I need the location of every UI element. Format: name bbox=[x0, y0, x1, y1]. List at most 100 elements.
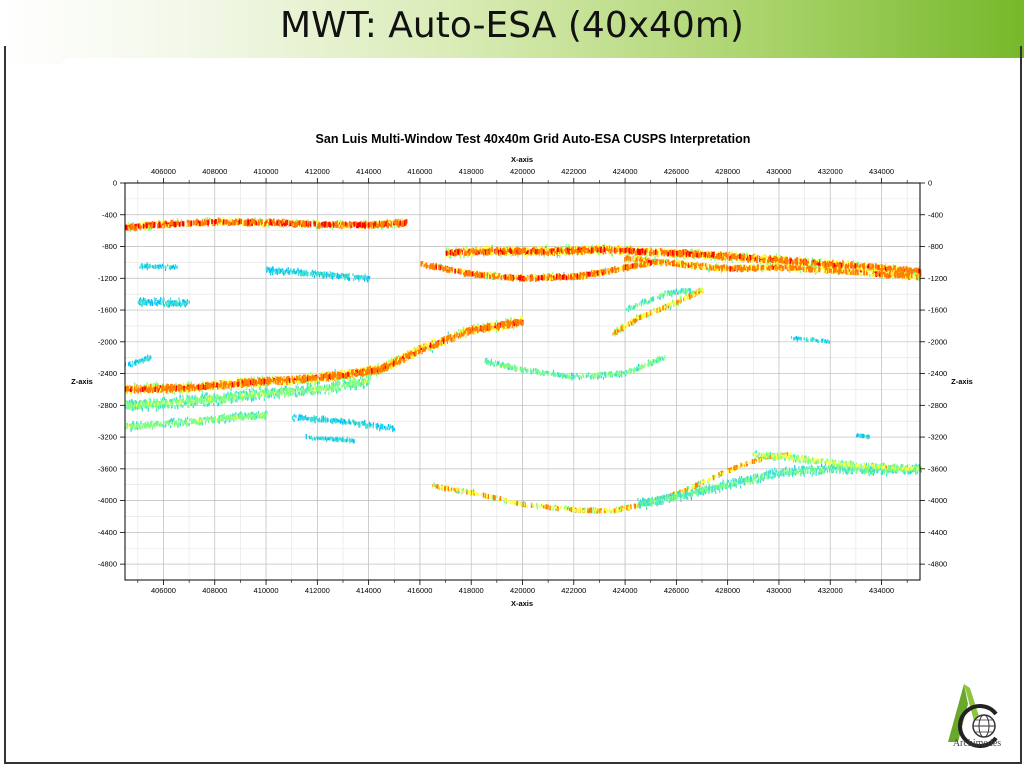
cusp-point bbox=[760, 265, 763, 271]
cusp-point bbox=[733, 264, 735, 268]
cusp-point bbox=[709, 254, 711, 258]
cusp-point bbox=[523, 247, 526, 253]
cusp-point bbox=[301, 221, 304, 227]
cusp-point bbox=[747, 255, 749, 259]
cusp-point bbox=[659, 259, 661, 265]
x-axis-label-bottom: X-axis bbox=[511, 599, 533, 608]
cusp-point bbox=[317, 224, 319, 228]
cusp-point bbox=[850, 270, 852, 275]
cusp-point bbox=[447, 247, 449, 251]
cusp-point bbox=[497, 249, 500, 255]
cusp-point bbox=[888, 269, 890, 273]
cusp-point bbox=[888, 265, 890, 271]
cusp-point bbox=[774, 257, 777, 263]
cusp-point bbox=[828, 268, 831, 274]
cusp-point bbox=[602, 245, 604, 249]
cusp-point bbox=[512, 247, 514, 251]
cusp-point bbox=[602, 249, 604, 253]
cusp-point bbox=[791, 265, 794, 271]
cusp-point bbox=[455, 252, 457, 256]
cusp-point bbox=[290, 221, 292, 227]
cusp-point bbox=[585, 275, 587, 279]
cusp-point bbox=[701, 264, 703, 268]
cusp-point bbox=[593, 246, 595, 250]
cusp-point bbox=[288, 220, 291, 226]
cusp-point bbox=[393, 220, 395, 224]
cusp-point bbox=[465, 248, 467, 252]
cusp-point bbox=[661, 263, 663, 267]
cusp-point bbox=[853, 260, 855, 263]
cusp-point bbox=[529, 277, 532, 282]
cusp-point bbox=[291, 270, 293, 274]
cusp-point bbox=[597, 244, 599, 248]
cusp-point bbox=[833, 263, 836, 269]
cusp-point bbox=[165, 221, 168, 227]
cusp-point bbox=[762, 257, 764, 263]
cusp-point bbox=[456, 268, 458, 272]
cusp-point bbox=[716, 254, 718, 259]
cusp-point bbox=[170, 219, 172, 225]
cusp-point bbox=[764, 264, 766, 268]
cusp-point bbox=[486, 250, 488, 256]
cusp-point bbox=[260, 222, 262, 226]
cusp-point bbox=[896, 265, 898, 269]
cusp-point bbox=[524, 277, 527, 281]
cusp-point bbox=[604, 251, 607, 255]
cusp-point bbox=[710, 267, 712, 271]
cusp-point bbox=[255, 220, 258, 226]
cusp-point bbox=[766, 260, 768, 264]
cusp-point bbox=[600, 273, 602, 276]
cusp-point bbox=[591, 244, 593, 248]
cusp-point bbox=[448, 267, 451, 273]
cusp-point bbox=[539, 253, 541, 257]
cusp-point bbox=[569, 250, 571, 254]
cusp-point bbox=[747, 253, 749, 257]
cusp-point bbox=[771, 264, 773, 270]
cusp-point bbox=[639, 257, 641, 261]
cusp-point bbox=[346, 273, 348, 277]
cusp-point bbox=[825, 269, 827, 273]
cusp-point bbox=[611, 247, 613, 251]
cusp-point bbox=[491, 246, 493, 252]
cusp-point bbox=[488, 246, 490, 249]
cusp-point bbox=[545, 252, 547, 255]
cusp-point bbox=[438, 264, 440, 270]
cusp-point bbox=[540, 248, 542, 254]
cusp-point bbox=[314, 221, 316, 227]
cusp-point bbox=[827, 267, 829, 271]
cusp-point bbox=[616, 269, 619, 273]
cusp-point bbox=[601, 269, 604, 275]
cusp-point bbox=[295, 221, 297, 227]
cusp-point bbox=[673, 254, 675, 258]
cusp-point bbox=[653, 263, 655, 267]
cusp-point bbox=[664, 259, 666, 263]
cusp-point bbox=[648, 257, 650, 261]
cusp-point bbox=[612, 246, 614, 250]
cusp-point bbox=[572, 246, 574, 252]
cusp-point bbox=[827, 261, 829, 265]
cusp-point bbox=[583, 245, 586, 251]
cusp-point bbox=[806, 268, 808, 272]
cusp-point bbox=[697, 265, 699, 269]
cusp-point bbox=[664, 249, 666, 255]
cusp-point bbox=[266, 220, 268, 226]
cusp-point bbox=[860, 267, 862, 271]
cusp-point bbox=[631, 248, 634, 254]
cusp-point bbox=[218, 222, 220, 226]
cusp-point bbox=[786, 257, 788, 263]
cusp-point bbox=[867, 264, 870, 270]
cusp-point bbox=[552, 273, 554, 277]
cusp-point bbox=[842, 265, 844, 269]
cusp-point bbox=[353, 221, 355, 227]
cusp-point bbox=[327, 221, 330, 227]
cusp-point bbox=[561, 251, 564, 255]
cusp-point bbox=[147, 221, 149, 227]
cusp-point bbox=[467, 252, 469, 256]
cusp-point bbox=[468, 250, 470, 256]
cusp-point bbox=[141, 303, 143, 307]
cusp-point bbox=[351, 222, 354, 228]
cusp-point bbox=[838, 259, 840, 263]
cusp-point bbox=[587, 245, 589, 249]
cusp-point bbox=[640, 262, 642, 268]
cusp-point bbox=[845, 268, 847, 274]
